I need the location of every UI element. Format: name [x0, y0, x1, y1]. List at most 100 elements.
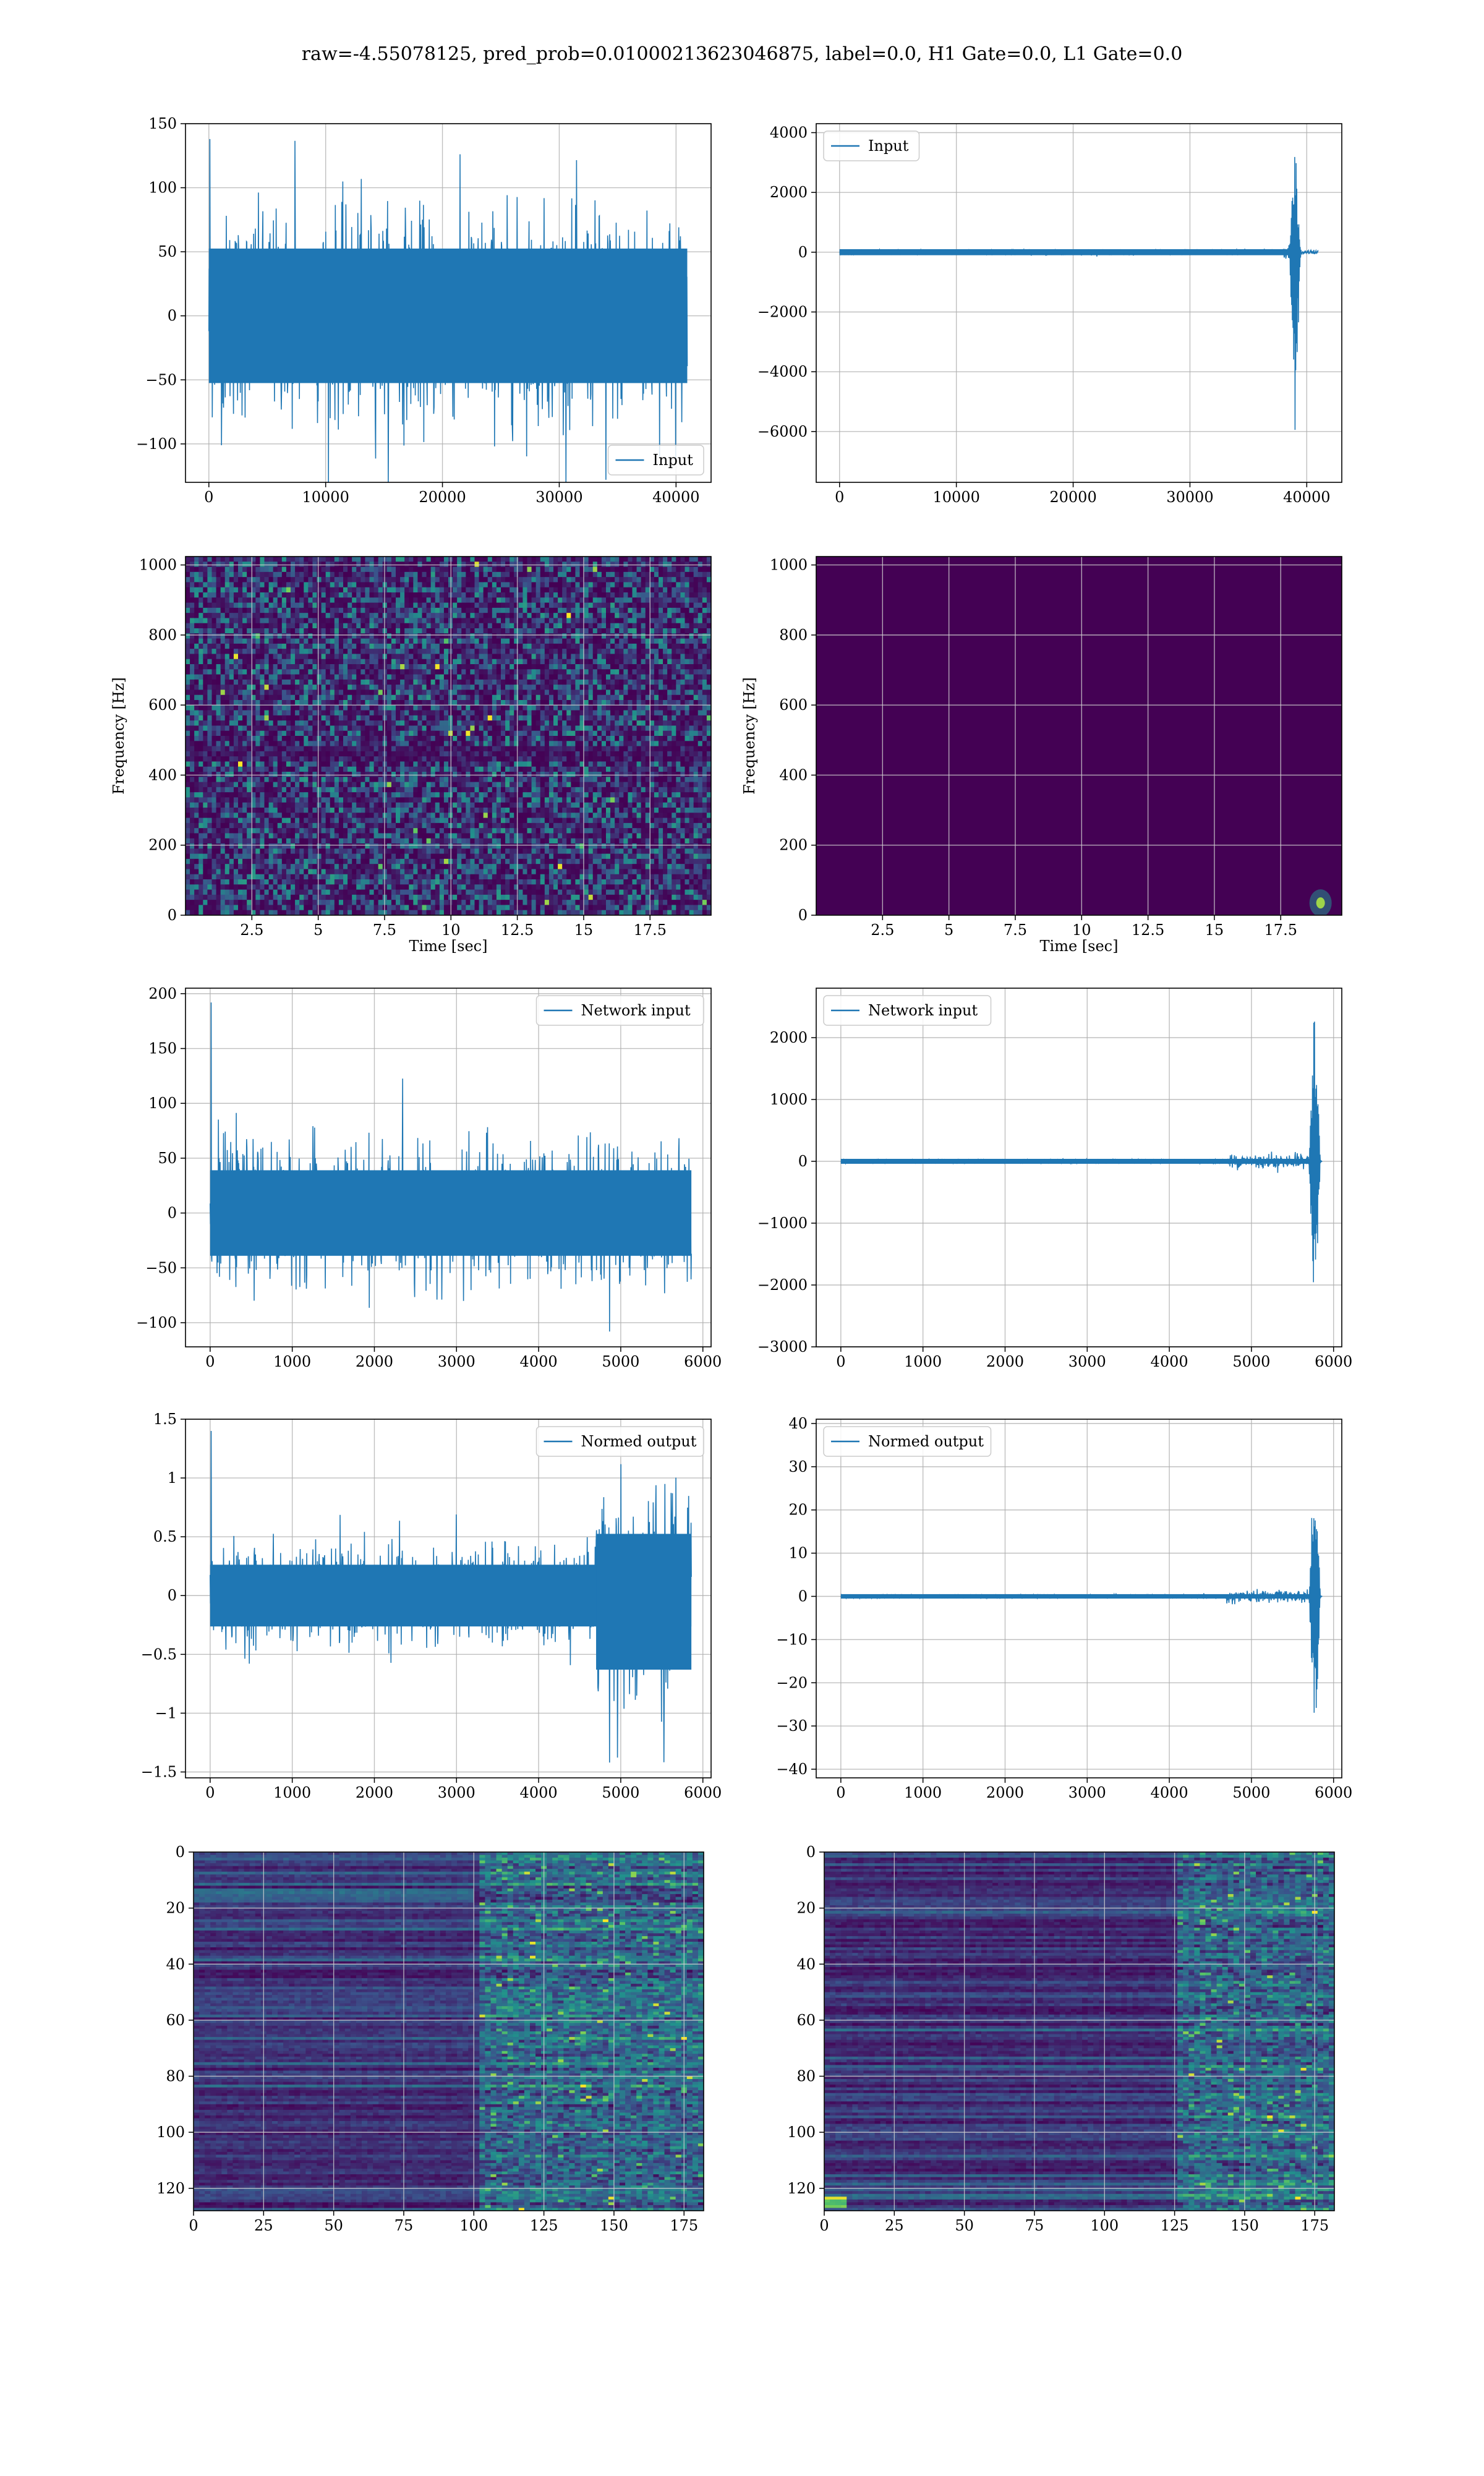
heatmap-cell	[453, 705, 458, 711]
heatmap-cell	[198, 772, 203, 777]
heatmap-cell	[370, 756, 375, 762]
heatmap-cell	[242, 808, 247, 813]
heatmap-cell	[352, 695, 357, 701]
heatmap-cell	[352, 859, 357, 864]
heatmap-cell	[299, 608, 304, 613]
heatmap-cell	[339, 890, 344, 895]
heatmap-cell	[453, 895, 458, 900]
heatmap-cell	[291, 577, 296, 583]
heatmap-cell	[409, 803, 414, 808]
heatmap-cell	[295, 613, 300, 618]
heatmap-cell	[295, 900, 300, 905]
heatmap-cell	[488, 680, 493, 685]
heatmap-cell	[335, 695, 339, 701]
heatmap-cell	[203, 644, 208, 649]
heatmap-cell	[317, 900, 322, 905]
heatmap-cell	[396, 756, 401, 762]
heatmap-cell	[330, 654, 335, 659]
heatmap-cell	[238, 649, 243, 654]
heatmap-cell	[352, 833, 357, 839]
heatmap-cell	[322, 751, 326, 757]
heatmap-cell	[194, 859, 199, 864]
heatmap-cell	[234, 592, 239, 598]
heatmap-cell	[356, 654, 361, 659]
heatmap-cell	[427, 782, 432, 788]
heatmap-cell	[461, 736, 466, 741]
heatmap-cell	[255, 890, 260, 895]
heatmap-cell	[265, 731, 270, 736]
heatmap-cell	[422, 731, 427, 736]
heatmap-cell	[413, 772, 418, 777]
heatmap-cell	[422, 751, 427, 757]
heatmap-cell	[216, 577, 221, 583]
heatmap-cell	[475, 664, 480, 670]
heatmap-cell	[457, 756, 462, 762]
heatmap-cell	[409, 839, 414, 844]
heatmap-cell	[352, 869, 357, 874]
heatmap-cell	[207, 854, 212, 860]
heatmap-cell	[221, 843, 226, 849]
heatmap-cell	[286, 577, 291, 583]
heatmap-cell	[444, 618, 449, 623]
heatmap-cell	[225, 833, 230, 839]
heatmap-cell	[278, 603, 283, 608]
heatmap-cell	[378, 715, 383, 721]
heatmap-cell	[391, 561, 396, 567]
heatmap-cell	[422, 567, 427, 573]
heatmap-cell	[212, 905, 217, 910]
heatmap-cell	[409, 813, 414, 818]
heatmap-cell	[475, 854, 480, 860]
heatmap-cell	[238, 639, 243, 644]
heatmap-cell	[273, 874, 278, 880]
heatmap-cell	[470, 900, 475, 905]
heatmap-cell	[444, 813, 449, 818]
heatmap-cell	[295, 695, 300, 701]
heatmap-cell	[374, 859, 379, 864]
heatmap-cell	[238, 603, 243, 608]
heatmap-cell	[343, 659, 348, 665]
heatmap-cell	[282, 582, 287, 587]
heatmap-cell	[387, 900, 392, 905]
heatmap-cell	[470, 787, 475, 793]
heatmap-cell	[404, 905, 409, 910]
heatmap-cell	[186, 854, 190, 860]
heatmap-cell	[207, 787, 212, 793]
heatmap-cell	[374, 695, 379, 701]
heatmap-cell	[198, 818, 203, 824]
heatmap-cell	[203, 654, 208, 659]
heatmap-cell	[470, 628, 475, 634]
heatmap-cell	[360, 736, 365, 741]
heatmap-cell	[387, 905, 392, 910]
heatmap-cell	[335, 711, 339, 716]
heatmap-cell	[278, 572, 283, 578]
heatmap-cell	[194, 756, 199, 762]
heatmap-cell	[186, 879, 190, 885]
heatmap-cell	[470, 705, 475, 711]
heatmap-cell	[339, 741, 344, 746]
heatmap-cell	[260, 597, 265, 603]
heatmap-cell	[335, 746, 339, 752]
heatmap-cell	[247, 797, 252, 803]
heatmap-cell	[435, 715, 440, 721]
heatmap-cell	[198, 628, 203, 634]
heatmap-cell	[427, 561, 432, 567]
heatmap-cell	[409, 864, 414, 869]
heatmap-cell	[417, 823, 422, 829]
heatmap-cell	[269, 633, 274, 639]
heatmap-cell	[457, 603, 462, 608]
heatmap-cell	[330, 741, 335, 746]
heatmap-cell	[479, 787, 484, 793]
heatmap-cell	[216, 659, 221, 665]
heatmap-cell	[479, 818, 484, 824]
heatmap-cell	[312, 720, 317, 726]
heatmap-cell	[479, 884, 484, 890]
heatmap-cell	[198, 669, 203, 675]
heatmap-cell	[229, 874, 234, 880]
heatmap-cell	[238, 715, 243, 721]
heatmap-cell	[207, 725, 212, 731]
heatmap-cell	[339, 761, 344, 767]
heatmap-cell	[409, 900, 414, 905]
heatmap-cell	[444, 869, 449, 874]
heatmap-cell	[444, 767, 449, 772]
